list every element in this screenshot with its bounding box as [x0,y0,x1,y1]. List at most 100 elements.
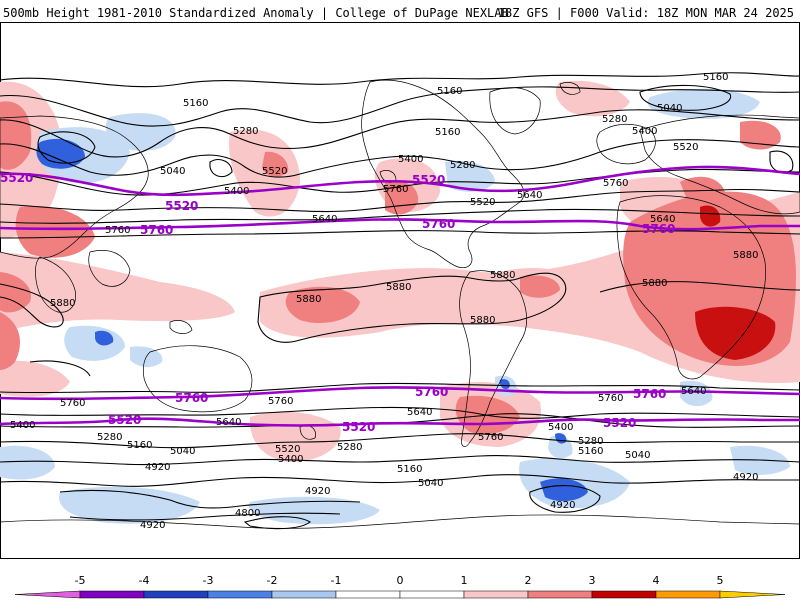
colorbar-min-extend [14,590,81,599]
highlight-label: 5760 [415,385,448,399]
colorbar-tick-labels: -5 -4 -3 -2 -1 0 1 2 3 4 5 [75,574,724,587]
height-contours [0,72,800,530]
height-anomaly-map: 5160 5280 5040 5400 5520 5640 5760 5880 … [0,22,800,559]
contour-label: 4800 [235,508,260,519]
contour-label: 5520 [262,166,287,177]
highlight-label: 5520 [342,420,375,434]
highlight-label: 5520 [603,416,636,430]
contour-label: 5040 [657,103,682,114]
contour-label: 5880 [642,278,667,289]
contour-label: 5400 [398,154,423,165]
colorbar-bin [207,590,273,599]
highlight-contour-labels: 5520 5520 5520 5760 5760 5760 5760 5760 … [0,171,675,434]
contour-label: 5280 [97,432,122,443]
negative-anomaly-fill-2 [36,138,588,502]
contour-label: 5280 [233,126,258,137]
colorbar-tick-label: 3 [589,574,596,587]
colorbar-tick-label: -5 [75,574,86,587]
contour-label: 5400 [548,422,573,433]
contour-label: 5400 [224,186,249,197]
colorbar-bins [14,590,786,599]
colorbar-bin [591,590,657,599]
contour-label: 4920 [733,472,758,483]
colorbar-max-extend [719,590,786,599]
contour-label: 5640 [312,214,337,225]
colorbar-tick-label: 4 [653,574,660,587]
highlight-label: 5520 [165,199,198,213]
colorbar-tick-label: 0 [397,574,404,587]
contour-label: 5400 [278,454,303,465]
highlight-label: 5520 [412,173,445,187]
colorbar-bin [527,590,593,599]
contour-label: 5760 [603,178,628,189]
contour-label: 5280 [602,114,627,125]
contour-label: 5040 [160,166,185,177]
contour-label: 5280 [337,442,362,453]
colorbar-bin [79,590,145,599]
contour-label: 5520 [470,197,495,208]
highlight-label: 5520 [108,413,141,427]
contour-label: 5520 [673,142,698,153]
contour-label: 5760 [478,432,503,443]
highlight-label: 5760 [175,391,208,405]
contour-label: 5160 [127,440,152,451]
contour-label: 5160 [703,72,728,83]
contour-label: 5880 [733,250,758,261]
colorbar-tick-label: -2 [267,574,278,587]
contour-label: 5160 [435,127,460,138]
colorbar-bin [399,590,465,599]
colorbar-tick-label: 5 [717,574,724,587]
contour-label: 4920 [305,486,330,497]
contour-label: 5280 [578,436,603,447]
contour-label: 5160 [437,86,462,97]
highlight-contours [0,165,800,427]
contour-label: 5760 [268,396,293,407]
highlight-label: 5760 [140,223,173,237]
contour-label: 5160 [183,98,208,109]
contour-label: 5640 [216,417,241,428]
colorbar-tick-label: 2 [525,574,532,587]
contour-label: 5160 [397,464,422,475]
colorbar-bin [335,590,401,599]
colorbar-tick-label: 1 [461,574,468,587]
model-valid-time: 18Z GFS | F000 Valid: 18Z MON MAR 24 202… [497,6,794,20]
contour-label: 5640 [407,407,432,418]
highlight-label: 5760 [633,387,666,401]
contour-label: 4920 [550,500,575,511]
anomaly-colorbar: -5 -4 -3 -2 -1 0 1 2 3 4 5 [14,574,786,599]
map-title: 500mb Height 1981-2010 Standardized Anom… [3,6,509,20]
contour-label: 5880 [490,270,515,281]
colorbar-tick-label: -4 [139,574,150,587]
contour-label: 5400 [10,420,35,431]
contour-label: 5640 [650,214,675,225]
contour-label: 5040 [625,450,650,461]
contour-label: 5760 [383,184,408,195]
contour-label: 5040 [170,446,195,457]
colorbar-bin [655,590,721,599]
contour-label: 5880 [386,282,411,293]
contour-label: 4920 [140,520,165,531]
contour-label: 5880 [296,294,321,305]
positive-anomaly-fill-3 [695,205,776,360]
contour-labels: 5160 5280 5040 5400 5520 5640 5760 5880 … [10,72,758,531]
contour-label: 4920 [145,462,170,473]
contour-label: 5280 [450,160,475,171]
contour-label: 5760 [105,225,130,236]
highlight-label: 5760 [422,217,455,231]
contour-label: 5760 [598,393,623,404]
contour-label: 5760 [60,398,85,409]
contour-label: 5520 [275,444,300,455]
contour-label: 5880 [50,298,75,309]
contour-label: 5040 [418,478,443,489]
contour-label: 5640 [681,386,706,397]
colorbar-bin [463,590,529,599]
colorbar-tick-label: -3 [203,574,214,587]
highlight-label: 5760 [642,222,675,236]
contour-label: 5880 [470,315,495,326]
contour-label: 5640 [517,190,542,201]
contour-label: 5160 [578,446,603,457]
colorbar-tick-label: -1 [331,574,342,587]
colorbar-bin [143,590,209,599]
highlight-label: 5520 [0,171,33,185]
contour-label: 5400 [632,126,657,137]
